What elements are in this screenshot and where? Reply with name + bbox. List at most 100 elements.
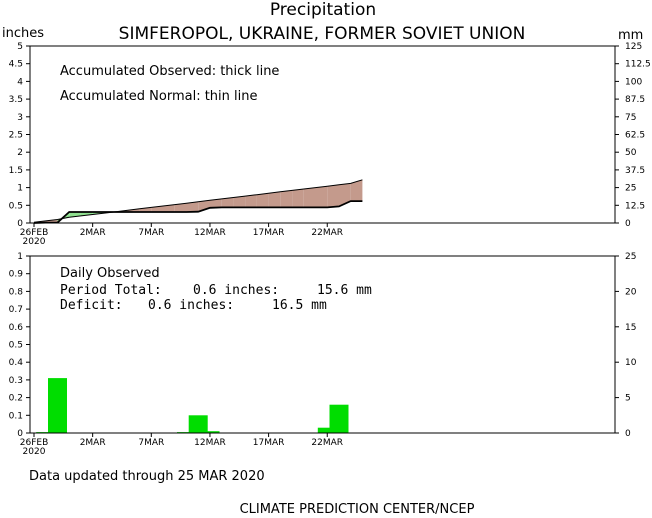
period-total-mm: 15.6 mm: [317, 283, 372, 298]
y-tick-label-left: 0: [17, 429, 23, 439]
x-tick-label: 12MAR: [194, 438, 226, 448]
normal-accumulation-line: [33, 179, 363, 223]
accumulated-fills: [34, 179, 363, 223]
deficit-inches: 0.6 inches:: [148, 298, 234, 313]
y-tick-label-left: 0.5: [9, 341, 23, 351]
y-tick-label-left: 2.5: [9, 131, 23, 141]
y-tick-label-left: 0.3: [9, 376, 23, 386]
x-tick-label: 26FEB: [20, 438, 49, 448]
daily-bar: [329, 404, 349, 433]
y-tick-label-right: 10: [625, 358, 637, 368]
station-name: SIMFEROPOL, UKRAINE, FORMER SOVIET UNION: [119, 24, 526, 44]
period-total-inches: 0.6 inches:: [193, 283, 279, 298]
y-tick-label-left: 0.9: [9, 270, 24, 280]
left-unit-label: inches: [2, 26, 44, 41]
accumulation-fill-segment: [174, 203, 187, 212]
daily-panel: 00.10.20.30.40.50.60.70.80.9105101520252…: [9, 252, 637, 457]
accumulation-fill-segment: [280, 190, 293, 208]
legend-normal: Accumulated Normal: thin line: [60, 89, 258, 104]
accumulation-fill-segment: [350, 179, 363, 202]
accumulation-fill-segment: [186, 201, 199, 212]
y-tick-label-right: 87.5: [625, 95, 645, 105]
daily-bars: [36, 378, 349, 433]
y-tick-label-right: 62.5: [625, 131, 645, 141]
x-year-label: 2020: [23, 237, 46, 247]
y-tick-label-right: 12.5: [625, 201, 645, 211]
period-total-label: Period Total:: [60, 283, 162, 298]
y-tick-label-right: 50: [625, 148, 637, 158]
y-tick-label-right: 0: [625, 219, 631, 229]
accumulated-panel: 00.511.522.533.544.55012.52537.55062.575…: [9, 42, 651, 247]
deficit-label: Deficit:: [60, 298, 123, 313]
accumulation-fill-segment: [292, 189, 304, 208]
daily-axes: 00.10.20.30.40.50.60.70.80.9105101520252…: [9, 252, 637, 457]
accumulation-fill-segment: [256, 193, 269, 208]
y-tick-label-left: 4.5: [9, 60, 23, 70]
x-tick-label: 7MAR: [138, 228, 164, 238]
y-tick-label-left: 1.5: [9, 166, 23, 176]
deficit-mm: 16.5 mm: [272, 298, 327, 313]
y-tick-label-left: 1: [17, 184, 23, 194]
y-tick-label-right: 25: [625, 252, 636, 262]
y-tick-label-right: 5: [625, 394, 631, 404]
y-tick-label-left: 0: [17, 219, 23, 229]
accumulation-fill-segment: [245, 194, 257, 208]
x-tick-label: 12MAR: [194, 228, 226, 238]
chart-title: Precipitation: [270, 0, 376, 20]
y-tick-label-right: 112.5: [625, 60, 651, 70]
daily-bar: [48, 378, 67, 433]
data-updated-note: Data updated through 25 MAR 2020: [29, 469, 265, 484]
accumulation-fill-segment: [327, 184, 339, 208]
credit-line: CLIMATE PREDICTION CENTER/NCEP: [240, 502, 475, 517]
y-tick-label-right: 125: [625, 42, 642, 52]
x-tick-label: 22MAR: [311, 228, 343, 238]
y-tick-label-left: 0.7: [9, 305, 23, 315]
y-tick-label-left: 3: [17, 113, 23, 123]
y-tick-label-left: 2: [17, 148, 23, 158]
accumulation-fill-segment: [221, 197, 234, 208]
y-tick-label-left: 0.5: [9, 201, 23, 211]
y-tick-label-left: 0.1: [9, 411, 23, 421]
accumulated-lines: [33, 179, 363, 224]
accumulation-fill-segment: [303, 187, 316, 208]
y-tick-label-right: 0: [625, 429, 631, 439]
accumulation-fill-segment: [80, 212, 93, 216]
y-tick-label-right: 15: [625, 323, 636, 333]
accumulation-fill-segment: [163, 204, 175, 212]
x-tick-label: 7MAR: [138, 438, 164, 448]
x-tick-label: 2MAR: [80, 228, 106, 238]
y-tick-label-left: 0.8: [9, 287, 24, 297]
y-tick-label-left: 4: [17, 77, 23, 87]
x-tick-label: 26FEB: [20, 228, 49, 238]
accumulated-axes: 00.511.522.533.544.55012.52537.55062.575…: [9, 42, 651, 247]
y-tick-label-left: 0.4: [9, 358, 24, 368]
y-tick-label-left: 5: [17, 42, 23, 52]
x-tick-label: 17MAR: [253, 438, 285, 448]
accumulation-fill-segment: [210, 198, 222, 208]
daily-bar: [317, 427, 337, 433]
x-tick-label: 2MAR: [80, 438, 106, 448]
y-tick-label-right: 25: [625, 184, 636, 194]
y-tick-label-right: 75: [625, 113, 636, 123]
x-tick-label: 22MAR: [311, 438, 343, 448]
x-year-label: 2020: [23, 447, 46, 457]
y-tick-label-left: 0.6: [9, 323, 24, 333]
y-tick-label-left: 1: [17, 252, 23, 262]
y-tick-label-left: 3.5: [9, 95, 23, 105]
observed-accumulation-line: [33, 200, 363, 224]
accumulation-fill-segment: [233, 196, 246, 208]
y-tick-label-right: 100: [625, 77, 642, 87]
legend-observed: Accumulated Observed: thick line: [60, 64, 279, 79]
x-tick-label: 17MAR: [253, 228, 285, 238]
daily-observed-label: Daily Observed: [60, 266, 160, 281]
daily-bar: [200, 431, 220, 433]
y-tick-label-right: 37.5: [625, 166, 645, 176]
right-unit-label: mm: [618, 28, 643, 43]
daily-bar: [188, 415, 208, 433]
accumulation-fill-segment: [339, 183, 351, 207]
accumulation-fill-segment: [315, 186, 328, 208]
accumulation-fill-segment: [268, 191, 281, 208]
y-tick-label-left: 0.2: [9, 394, 23, 404]
accumulation-fill-segment: [198, 200, 210, 212]
